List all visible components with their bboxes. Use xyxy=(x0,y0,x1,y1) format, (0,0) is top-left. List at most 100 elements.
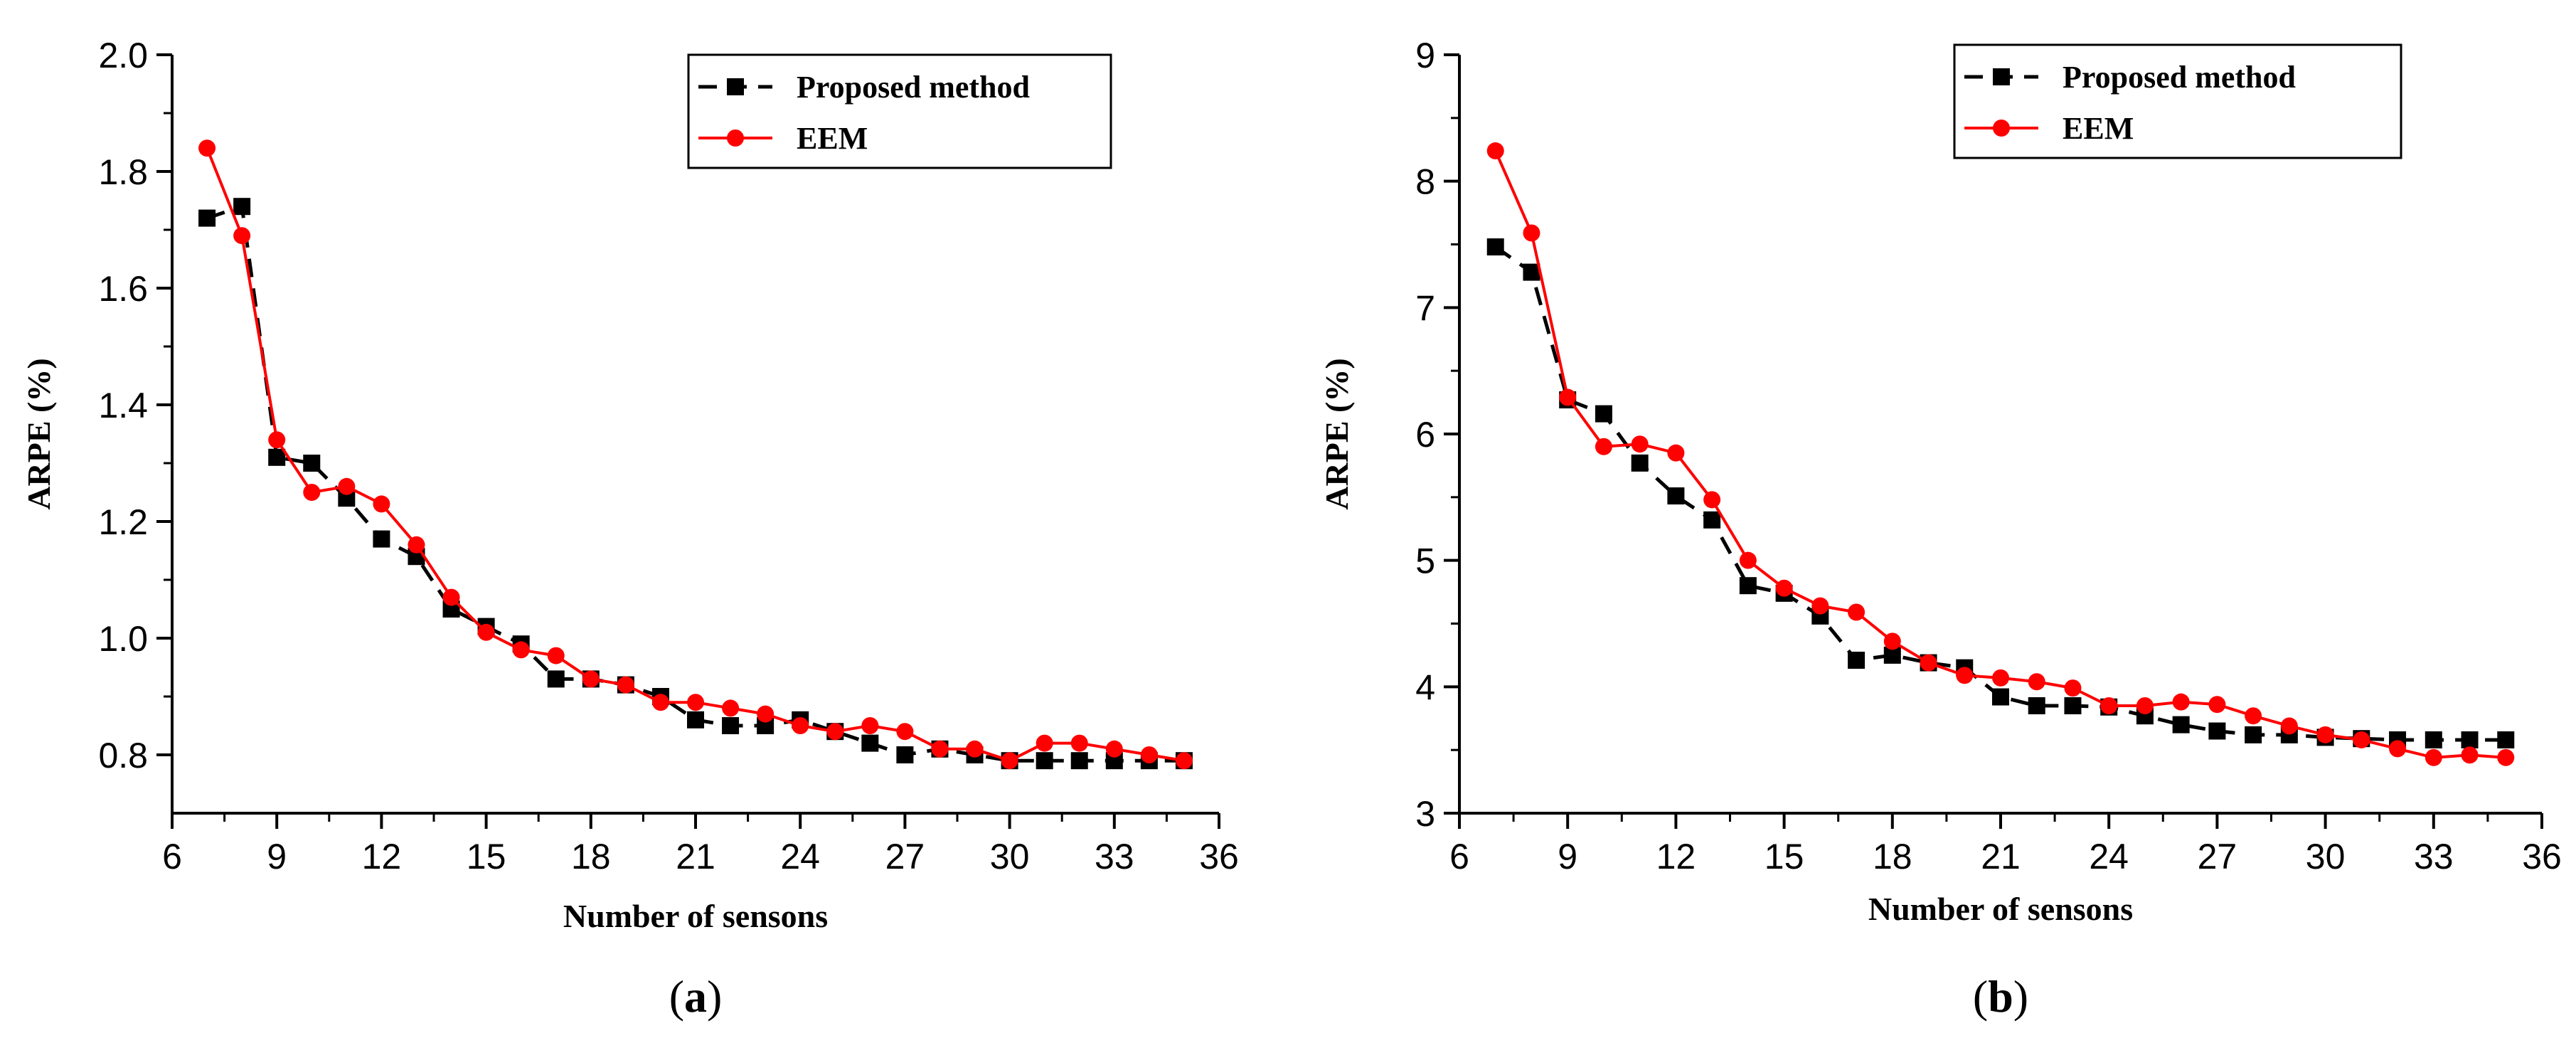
data-point-square xyxy=(373,530,390,548)
data-point-square xyxy=(2425,731,2442,748)
x-tick-label: 21 xyxy=(1981,837,2021,877)
x-tick-label: 24 xyxy=(780,837,820,877)
series-line xyxy=(1494,245,2506,742)
x-tick-label: 21 xyxy=(676,837,715,877)
x-tick-label: 24 xyxy=(2089,837,2129,877)
y-tick-label: 1.2 xyxy=(98,502,148,542)
x-tick-label: 6 xyxy=(162,837,182,877)
data-point-circle xyxy=(1001,752,1018,770)
legend-box xyxy=(1953,43,2402,159)
data-point-square xyxy=(1631,454,1649,472)
data-point-circle xyxy=(2461,746,2479,764)
x-tick-label: 33 xyxy=(1095,837,1134,877)
y-tick-label: 8 xyxy=(1415,162,1435,202)
data-point-circle xyxy=(2136,697,2154,714)
legend-marker-square xyxy=(1993,68,2010,85)
data-point-circle xyxy=(2245,707,2262,725)
data-point-circle xyxy=(2172,693,2190,711)
data-point-square xyxy=(1703,511,1721,529)
data-point-circle xyxy=(1992,669,2009,687)
data-point-square xyxy=(1739,577,1757,595)
data-point-circle xyxy=(1523,224,1540,242)
y-axis-title: ARPE (%) xyxy=(1319,358,1355,509)
data-point-square xyxy=(547,670,565,688)
data-point-circle xyxy=(1703,491,1721,509)
y-tick-label: 0.8 xyxy=(98,736,148,775)
data-point-circle xyxy=(1070,734,1088,752)
data-point-circle xyxy=(338,477,356,495)
data-point-circle xyxy=(722,699,740,717)
data-point-square xyxy=(2172,716,2190,734)
data-point-square xyxy=(2497,731,2515,748)
x-tick-label: 18 xyxy=(571,837,611,877)
x-tick-label: 30 xyxy=(2306,837,2346,877)
y-tick-label: 1.4 xyxy=(98,386,148,425)
x-tick-label: 12 xyxy=(362,837,402,877)
data-point-circle xyxy=(268,431,286,449)
data-point-square xyxy=(1992,688,2009,706)
legend-label: EEM xyxy=(797,121,868,156)
legend-label: EEM xyxy=(2063,111,2134,146)
data-point-circle xyxy=(373,495,390,513)
data-point-circle xyxy=(2497,748,2515,766)
series-line xyxy=(206,147,1185,763)
data-point-circle xyxy=(651,694,669,711)
x-tick-label: 15 xyxy=(1765,837,1804,877)
x-axis-title: Number of sensons xyxy=(563,898,828,934)
data-point-square xyxy=(2064,697,2082,714)
x-tick-label: 27 xyxy=(2198,837,2237,877)
data-point-circle xyxy=(2389,740,2407,758)
legend-box xyxy=(687,53,1112,169)
y-tick-label: 1.8 xyxy=(98,152,148,192)
data-point-circle xyxy=(687,694,704,711)
data-point-circle xyxy=(303,484,321,501)
y-tick-label: 7 xyxy=(1415,288,1435,328)
data-point-square xyxy=(687,711,704,729)
data-point-circle xyxy=(1883,632,1901,650)
x-tick-label: 18 xyxy=(1873,837,1912,877)
data-point-circle xyxy=(2425,748,2442,766)
data-point-circle xyxy=(1036,734,1053,752)
data-point-circle xyxy=(931,740,949,758)
y-tick-label: 9 xyxy=(1415,36,1435,75)
chart-panel-b: 6 9 12 15 18 21 24 27 30 33 36 3 4 5 6 7 8 9 Number of sen… xyxy=(1319,36,2562,1022)
y-tick-label: 6 xyxy=(1415,415,1435,455)
data-point-square xyxy=(2028,697,2045,714)
data-point-circle xyxy=(1140,746,1158,763)
data-point-square xyxy=(722,717,740,734)
data-point-circle xyxy=(826,723,844,741)
data-point-circle xyxy=(547,647,565,664)
data-point-circle xyxy=(233,227,251,245)
x-tick-label: 15 xyxy=(467,837,506,877)
x-tick-label: 36 xyxy=(1199,837,1239,877)
legend-label: Proposed method xyxy=(797,70,1030,105)
data-point-circle xyxy=(512,641,530,659)
data-point-square xyxy=(303,455,321,472)
data-point-square xyxy=(1848,652,1866,669)
data-point-square xyxy=(896,746,914,763)
x-tick-label: 12 xyxy=(1656,837,1696,877)
data-point-circle xyxy=(2280,717,2298,735)
x-axis-title: Number of sensons xyxy=(1868,891,2133,927)
data-point-circle xyxy=(2028,673,2045,691)
data-point-square xyxy=(1523,263,1540,281)
data-point-square xyxy=(1486,238,1504,256)
data-point-circle xyxy=(896,723,914,741)
data-point-square xyxy=(268,448,286,466)
data-point-circle xyxy=(861,717,879,734)
data-point-circle xyxy=(1848,603,1866,621)
data-point-circle xyxy=(1811,597,1829,615)
data-point-square xyxy=(861,734,879,752)
y-tick-label: 1.0 xyxy=(98,619,148,659)
x-tick-label: 6 xyxy=(1449,837,1469,877)
y-tick-label: 1.6 xyxy=(98,269,148,309)
data-point-circle xyxy=(1920,654,1937,672)
data-point-circle xyxy=(477,623,495,641)
data-point-circle xyxy=(966,740,984,758)
data-point-square xyxy=(2208,722,2226,740)
chart-panel-a: 6 9 12 15 18 21 24 27 30 33 36 0.8 1.0 1.2 1.4 1.6 1.8 2.… xyxy=(21,36,1239,1022)
data-point-circle xyxy=(1739,551,1757,569)
data-point-circle xyxy=(582,670,600,688)
y-tick-label: 3 xyxy=(1415,794,1435,834)
